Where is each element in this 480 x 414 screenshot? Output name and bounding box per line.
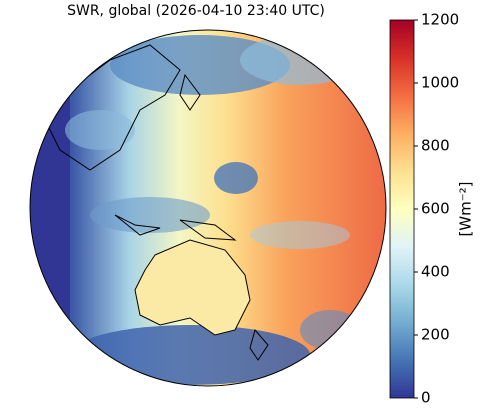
colorbar-tick-label: 200 [421,326,450,344]
colorbar-tick-label: 1200 [421,11,459,29]
map-title: SWR, global (2026-04-10 23:40 UTC) [67,3,325,19]
colorbar-tick-label: 1000 [421,74,459,92]
colorbar-label: [Wm⁻²] [457,181,475,236]
colorbar-tick-label: 0 [421,389,431,407]
colorbar [389,19,415,399]
globe-outline [29,29,387,387]
globe [30,30,386,386]
colorbar-tick-label: 400 [421,263,450,281]
colorbar-tick-label: 800 [421,137,450,155]
colorbar-tick-label: 600 [421,200,450,218]
